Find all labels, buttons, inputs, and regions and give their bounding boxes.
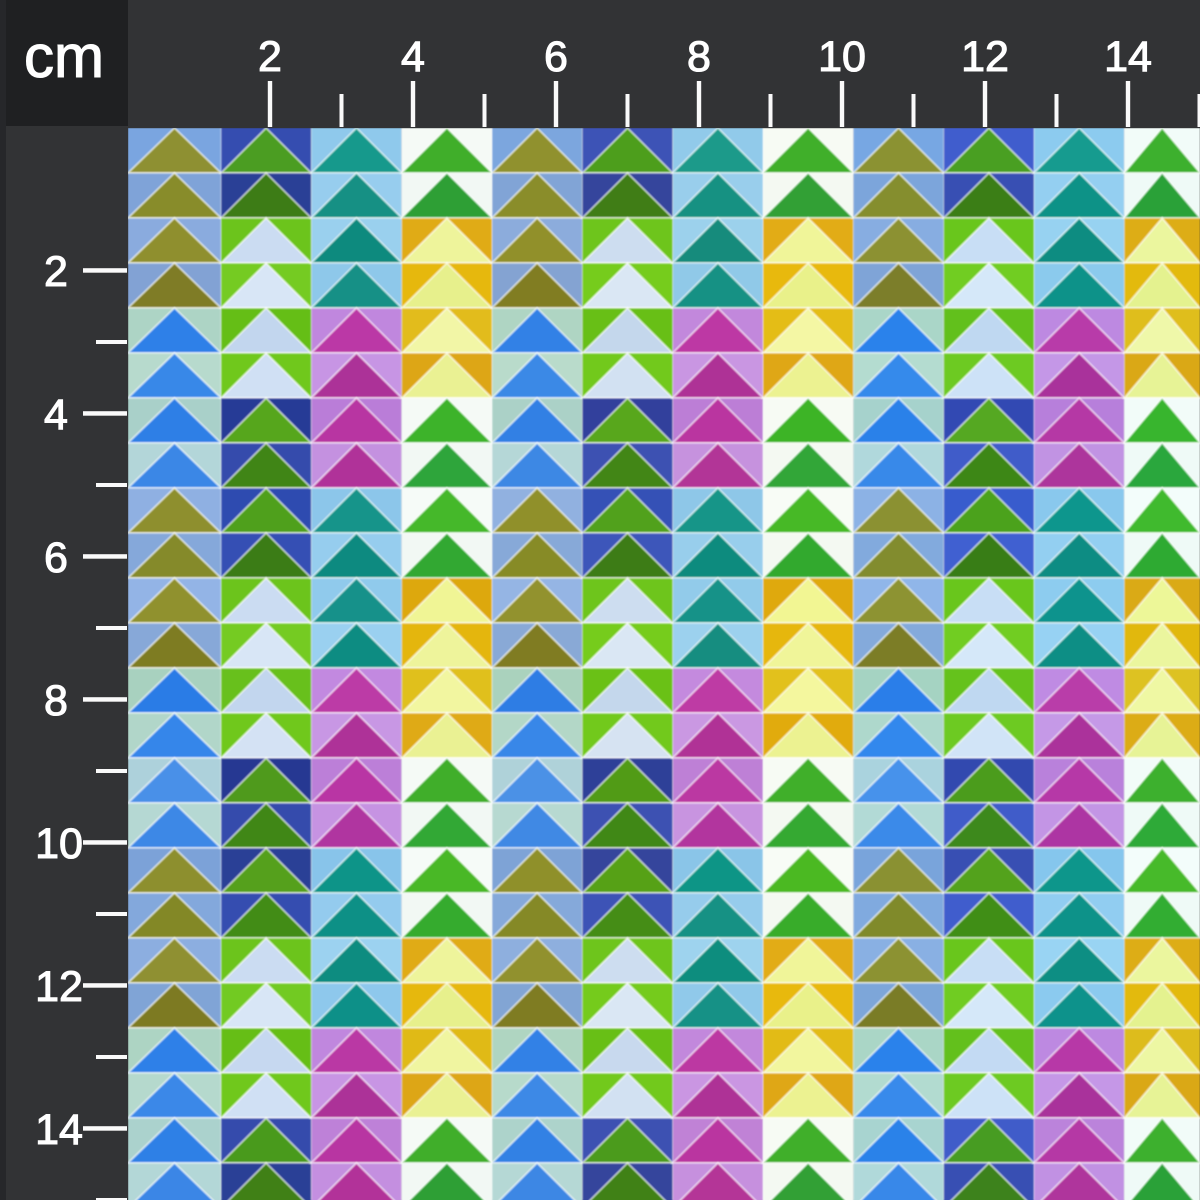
svg-text:2: 2 — [258, 33, 282, 81]
svg-text:4: 4 — [401, 33, 425, 81]
svg-text:8: 8 — [44, 677, 68, 725]
svg-text:10: 10 — [818, 33, 866, 81]
svg-text:8: 8 — [687, 33, 711, 81]
svg-text:12: 12 — [961, 33, 1009, 81]
svg-text:14: 14 — [1104, 33, 1152, 81]
svg-text:2: 2 — [44, 248, 68, 296]
svg-text:6: 6 — [44, 534, 68, 582]
svg-text:12: 12 — [35, 963, 83, 1011]
svg-text:cm: cm — [24, 23, 104, 90]
svg-text:10: 10 — [35, 820, 83, 868]
svg-text:4: 4 — [44, 391, 68, 439]
svg-text:6: 6 — [544, 33, 568, 81]
svg-text:14: 14 — [35, 1106, 83, 1154]
